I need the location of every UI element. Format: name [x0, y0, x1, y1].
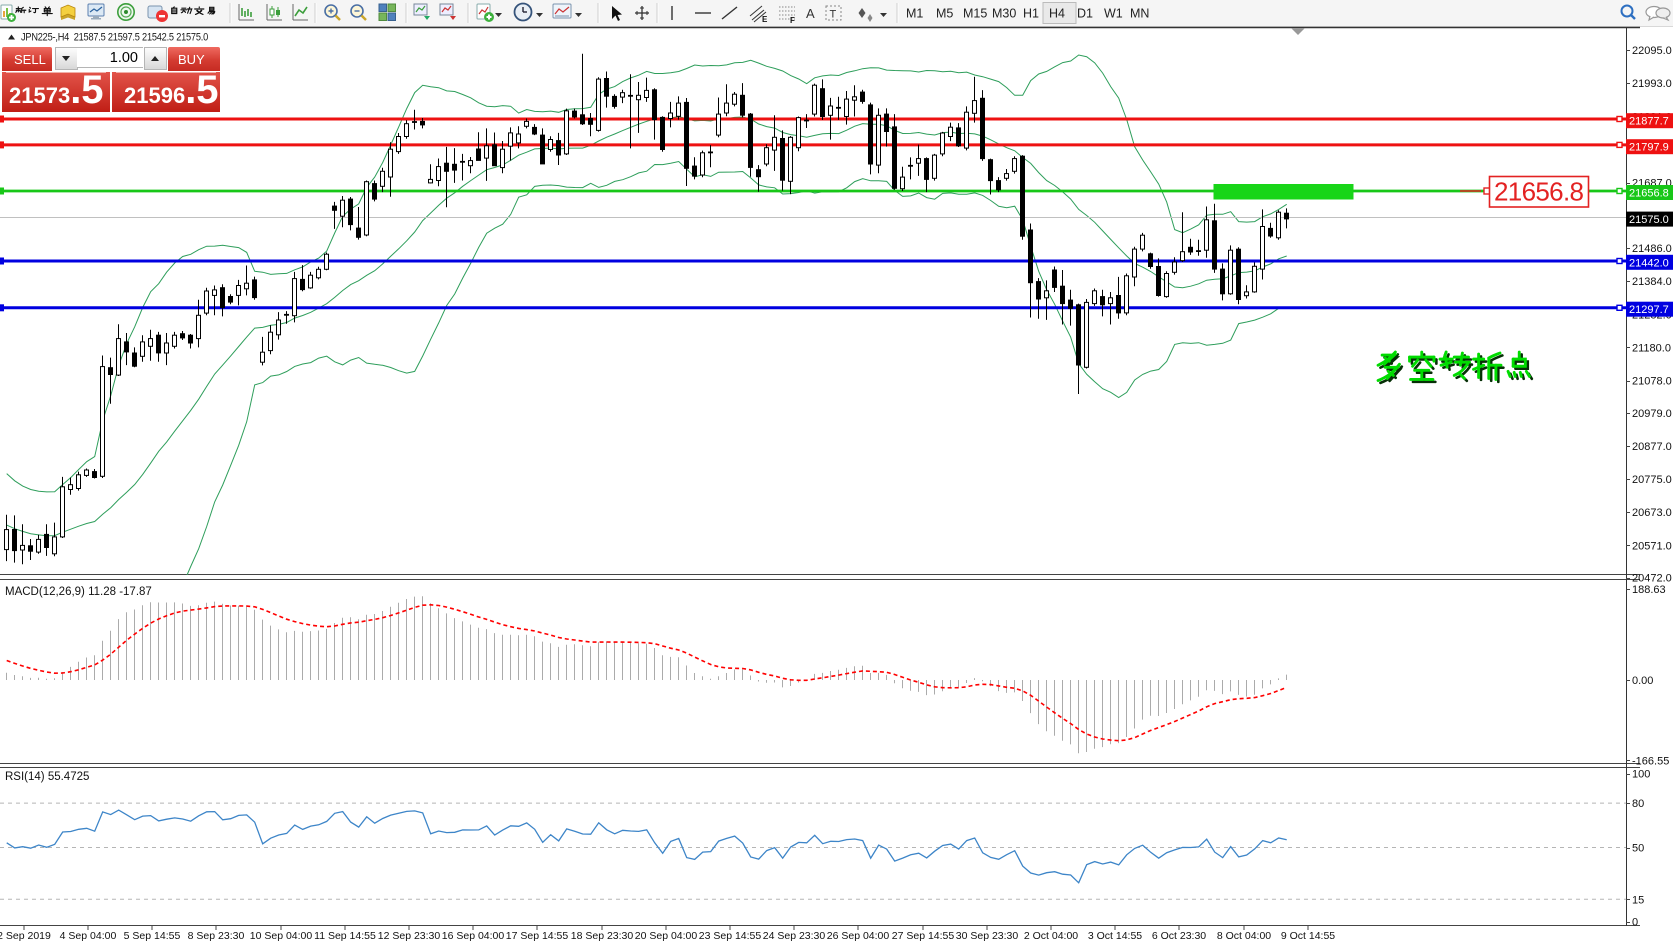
svg-text:JPN225-,H4 21587.5 21597.5 21: JPN225-,H4 21587.5 21597.5 21542.5 21575… — [21, 32, 208, 44]
svg-text:5 Sep 14:55: 5 Sep 14:55 — [124, 930, 181, 942]
svg-text:21442.0: 21442.0 — [1629, 257, 1669, 269]
svg-text:16 Sep 04:00: 16 Sep 04:00 — [442, 930, 505, 942]
svg-text:23 Sep 14:55: 23 Sep 14:55 — [699, 930, 762, 942]
svg-text:6 Oct 23:30: 6 Oct 23:30 — [1152, 930, 1206, 942]
svg-text:20 Sep 04:00: 20 Sep 04:00 — [635, 930, 698, 942]
svg-text:9 Oct 14:55: 9 Oct 14:55 — [1281, 930, 1335, 942]
svg-text:21575.0: 21575.0 — [1629, 214, 1669, 226]
svg-text:0: 0 — [1632, 917, 1638, 929]
svg-text:2 Oct 04:00: 2 Oct 04:00 — [1024, 930, 1078, 942]
svg-text:M5: M5 — [936, 7, 953, 21]
svg-text:H4: H4 — [1049, 7, 1065, 21]
svg-text:50: 50 — [1632, 843, 1644, 855]
svg-text:4 Sep 04:00: 4 Sep 04:00 — [60, 930, 117, 942]
svg-text:21993.0: 21993.0 — [1632, 78, 1672, 90]
svg-text:20472.0: 20472.0 — [1632, 573, 1672, 585]
svg-text:11 Sep 14:55: 11 Sep 14:55 — [314, 930, 376, 942]
svg-text:MN: MN — [1130, 7, 1149, 21]
svg-text:F: F — [790, 16, 795, 25]
svg-text:H1: H1 — [1023, 7, 1039, 21]
svg-text:-166.55: -166.55 — [1632, 755, 1669, 767]
svg-text:30 Sep 23:30: 30 Sep 23:30 — [956, 930, 1019, 942]
svg-text:22095.0: 22095.0 — [1632, 45, 1672, 57]
svg-text:21656.8: 21656.8 — [1629, 188, 1669, 200]
svg-text:24 Sep 23:30: 24 Sep 23:30 — [763, 930, 826, 942]
svg-text:20877.0: 20877.0 — [1632, 441, 1672, 453]
svg-text:D1: D1 — [1077, 7, 1093, 21]
svg-text:26 Sep 04:00: 26 Sep 04:00 — [827, 930, 890, 942]
svg-text:A: A — [806, 6, 815, 21]
svg-text:3 Oct 14:55: 3 Oct 14:55 — [1088, 930, 1142, 942]
svg-text:20775.0: 20775.0 — [1632, 474, 1672, 486]
svg-text:21877.7: 21877.7 — [1629, 116, 1669, 128]
svg-text:27 Sep 14:55: 27 Sep 14:55 — [892, 930, 955, 942]
svg-text:T: T — [830, 9, 837, 21]
svg-text:17 Sep 14:55: 17 Sep 14:55 — [506, 930, 569, 942]
svg-text:20673.0: 20673.0 — [1632, 507, 1672, 519]
svg-text:80: 80 — [1632, 798, 1644, 810]
svg-text:21297.7: 21297.7 — [1629, 304, 1669, 316]
svg-text:21384.0: 21384.0 — [1632, 276, 1672, 288]
svg-text:M1: M1 — [906, 7, 923, 21]
svg-text:8 Oct 04:00: 8 Oct 04:00 — [1217, 930, 1271, 942]
svg-text:E: E — [762, 15, 768, 24]
svg-text:12 Sep 23:30: 12 Sep 23:30 — [378, 930, 441, 942]
svg-text:21486.0: 21486.0 — [1632, 243, 1672, 255]
svg-text:188.63: 188.63 — [1632, 584, 1666, 596]
svg-text:0.00: 0.00 — [1632, 675, 1653, 687]
svg-text:21180.0: 21180.0 — [1632, 343, 1671, 355]
svg-text:10 Sep 04:00: 10 Sep 04:00 — [250, 930, 313, 942]
svg-text:21797.9: 21797.9 — [1629, 142, 1669, 154]
svg-text:8 Sep 23:30: 8 Sep 23:30 — [188, 930, 245, 942]
svg-text:20571.0: 20571.0 — [1632, 540, 1672, 552]
svg-text:21078.0: 21078.0 — [1632, 376, 1672, 388]
svg-text:2 Sep 2019: 2 Sep 2019 — [0, 930, 51, 942]
svg-text:M15: M15 — [963, 7, 987, 21]
svg-text:100: 100 — [1632, 769, 1650, 781]
svg-text:RSI(14) 55.4725: RSI(14) 55.4725 — [5, 771, 89, 783]
svg-text:W1: W1 — [1104, 7, 1123, 21]
svg-text:M30: M30 — [992, 7, 1016, 21]
svg-text:21656.8: 21656.8 — [1494, 177, 1584, 207]
svg-text:18 Sep 23:30: 18 Sep 23:30 — [571, 930, 634, 942]
svg-text:MACD(12,26,9) 11.28 -17.87: MACD(12,26,9) 11.28 -17.87 — [5, 586, 152, 598]
svg-text:15: 15 — [1632, 894, 1644, 906]
svg-text:20979.0: 20979.0 — [1632, 408, 1672, 420]
